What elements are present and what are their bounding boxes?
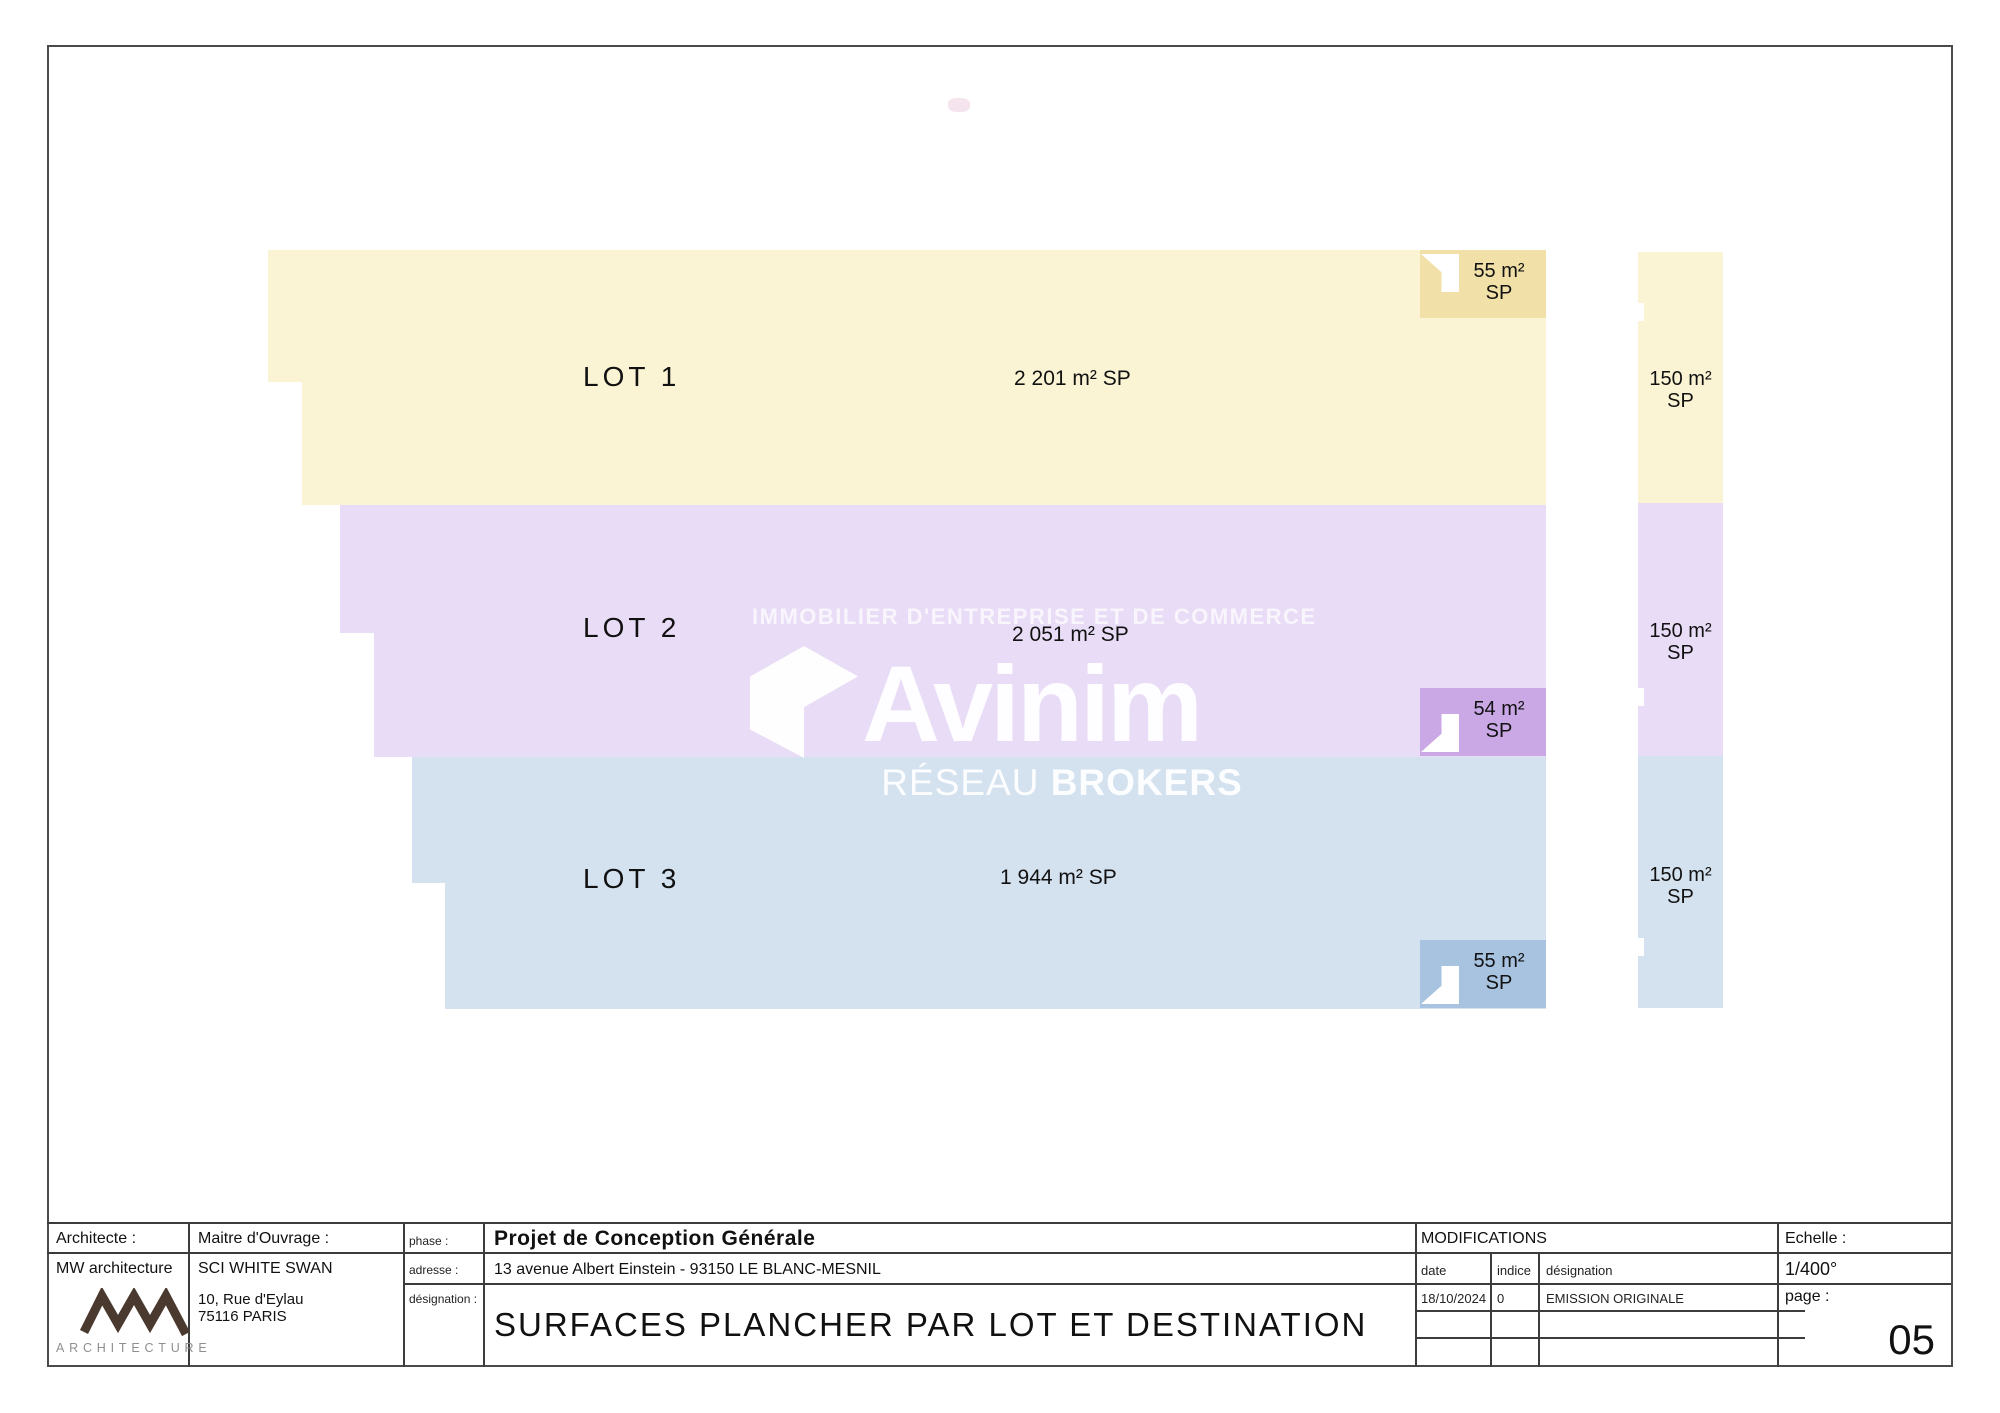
mw-architecture-logo [79, 1288, 190, 1337]
lot3-area: 1 944 m² SP [1000, 866, 1117, 889]
watermark-artifact [948, 98, 970, 112]
watermark-network: RÉSEAU BROKERS [873, 762, 1251, 804]
page-number: 05 [1888, 1316, 1935, 1363]
titleblock-line [188, 1222, 190, 1367]
titleblock-line [403, 1222, 405, 1367]
lot2-annex-area: 54 m² [1473, 698, 1525, 720]
lot1-annex-unit: SP [1485, 282, 1513, 304]
modification-row-date: 18/10/2024 [1421, 1291, 1487, 1306]
titleblock-line [47, 1222, 1951, 1224]
lot3-column-area: 150 m² [1649, 864, 1712, 886]
lot2-band-step [340, 505, 376, 633]
titleblock-line [1415, 1310, 1805, 1312]
lot2-column-area: 150 m² [1649, 620, 1712, 642]
lot1-column-area: 150 m² [1649, 368, 1712, 390]
address-label: adresse : [409, 1263, 459, 1277]
titleblock-line [403, 1283, 1951, 1285]
modifications-col-designation: désignation [1546, 1263, 1613, 1278]
lot2-annex-unit: SP [1485, 720, 1513, 742]
modification-row-indice: 0 [1497, 1291, 1505, 1306]
owner-name: SCI WHITE SWAN [198, 1260, 333, 1277]
lot2-band [374, 505, 1546, 757]
owner-address-line2: 75116 PARIS [198, 1308, 287, 1325]
owner-address-line1: 10, Rue d'Eylau [198, 1291, 304, 1308]
scale-value: 1/400° [1785, 1259, 1838, 1279]
lot3-annex-unit: SP [1485, 972, 1513, 994]
lot3-name: LOT 3 [583, 863, 681, 894]
lot1-column-segment [1638, 252, 1723, 503]
designation-label: désignation : [409, 1292, 478, 1306]
lot2-column-unit: SP [1667, 642, 1694, 664]
page-label: page : [1785, 1288, 1830, 1305]
titleblock-line [47, 1252, 1951, 1254]
modification-row-designation: EMISSION ORIGINALE [1546, 1291, 1684, 1306]
watermark-network-bold: BROKERS [1050, 762, 1243, 803]
modifications-col-indice: indice [1497, 1263, 1531, 1278]
lot3-column-unit: SP [1667, 886, 1694, 908]
column-door-notch [1638, 303, 1644, 321]
lot2-name: LOT 2 [583, 612, 681, 643]
lot1-annex-area: 55 m² [1473, 260, 1525, 282]
owner-label: Maitre d'Ouvrage : [198, 1230, 330, 1247]
lot3-annex-area: 55 m² [1473, 950, 1525, 972]
designation-value: SURFACES PLANCHER PAR LOT ET DESTINATION [494, 1306, 1368, 1343]
avinim-cube-logo [750, 646, 858, 758]
lot1-column-unit: SP [1667, 390, 1694, 412]
column-door-notch [1638, 938, 1644, 956]
lot1-band-step [268, 250, 304, 382]
architect-name: MW architecture [56, 1260, 173, 1277]
lot3-column-segment [1638, 756, 1723, 1008]
titleblock-line [1415, 1337, 1805, 1339]
lot2-column-segment [1638, 503, 1723, 756]
scale-label: Echelle : [1785, 1230, 1847, 1247]
column-door-notch [1638, 688, 1644, 706]
modifications-title: MODIFICATIONS [1421, 1230, 1547, 1247]
lot1-area: 2 201 m² SP [1014, 367, 1131, 390]
titleblock-line [1777, 1222, 1779, 1367]
mw-logo-wordmark: ARCHITECTURE [56, 1341, 212, 1355]
address-value: 13 avenue Albert Einstein - 93150 LE BLA… [494, 1261, 881, 1278]
lot3-band-step [412, 757, 447, 883]
lot1-band [302, 250, 1546, 505]
titleblock-line [1490, 1252, 1492, 1367]
phase-value: Projet de Conception Générale [494, 1227, 816, 1250]
phase-label: phase : [409, 1234, 449, 1248]
page-border [47, 45, 1953, 1367]
modifications-col-date: date [1421, 1263, 1447, 1278]
titleblock-line [483, 1222, 485, 1367]
titleblock-line [1538, 1252, 1540, 1367]
watermark-network-regular: RÉSEAU [881, 762, 1051, 803]
lot2-area: 2 051 m² SP [1012, 623, 1129, 646]
watermark-tagline: IMMOBILIER D'ENTREPRISE ET DE COMMERCE [752, 604, 1317, 629]
watermark-brand: Avinim [862, 643, 1203, 764]
titleblock-line [1415, 1222, 1417, 1367]
architect-label: Architecte : [56, 1230, 137, 1247]
lot1-name: LOT 1 [583, 361, 681, 392]
lot3-band [445, 757, 1546, 1009]
